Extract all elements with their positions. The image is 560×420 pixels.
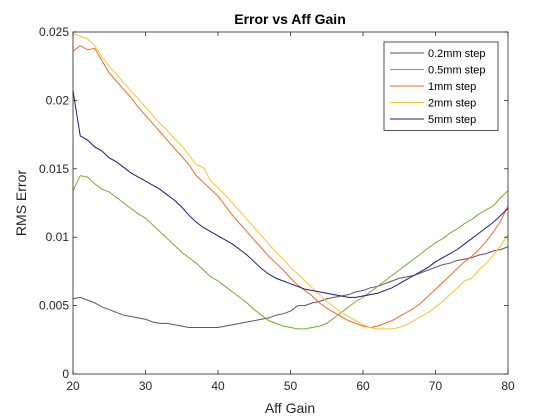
- x-tick-label: 80: [501, 379, 515, 393]
- y-axis-label: RMS Error: [13, 170, 29, 236]
- y-tick-label: 0.015: [39, 162, 69, 176]
- series-layer: [72, 32, 509, 330]
- series-line-1: [72, 246, 509, 328]
- legend-entry-label: 1mm step: [428, 81, 476, 93]
- series-line-3: [72, 45, 509, 328]
- y-tick-label: 0.025: [39, 25, 69, 39]
- x-tick-label: 20: [66, 379, 80, 393]
- legend-entry-label: 2mm step: [428, 98, 476, 110]
- y-tick-label: 0.01: [46, 230, 70, 244]
- x-tick-label: 60: [356, 379, 370, 393]
- y-tick-label: 0.005: [39, 299, 69, 313]
- series-line-2: [72, 175, 509, 330]
- x-tick-label: 40: [211, 379, 225, 393]
- axes-layer: 20 30 40 50 60 70 80 0 0.005 0.01 0.015 0.02 0.025: [39, 25, 515, 393]
- y-tick-label: 0: [62, 367, 69, 381]
- x-tick-label: 70: [429, 379, 443, 393]
- series-line-5: [72, 90, 509, 298]
- legend-entry-label: 0.5mm step: [428, 65, 485, 77]
- x-tick-label: 30: [139, 379, 153, 393]
- chart-title: Error vs Aff Gain: [234, 11, 346, 27]
- x-tick-label: 50: [284, 379, 298, 393]
- series-line-4: [72, 32, 509, 330]
- legend-entry-label: 0.2mm step: [428, 48, 485, 60]
- legend-entry-label: 5mm step: [428, 114, 476, 126]
- legend: 0.2mm step 0.5mm step 1mm step 2mm step 5mm …: [383, 41, 499, 131]
- x-axis-label: Aff Gain: [265, 400, 315, 416]
- y-tick-label: 0.02: [46, 93, 70, 107]
